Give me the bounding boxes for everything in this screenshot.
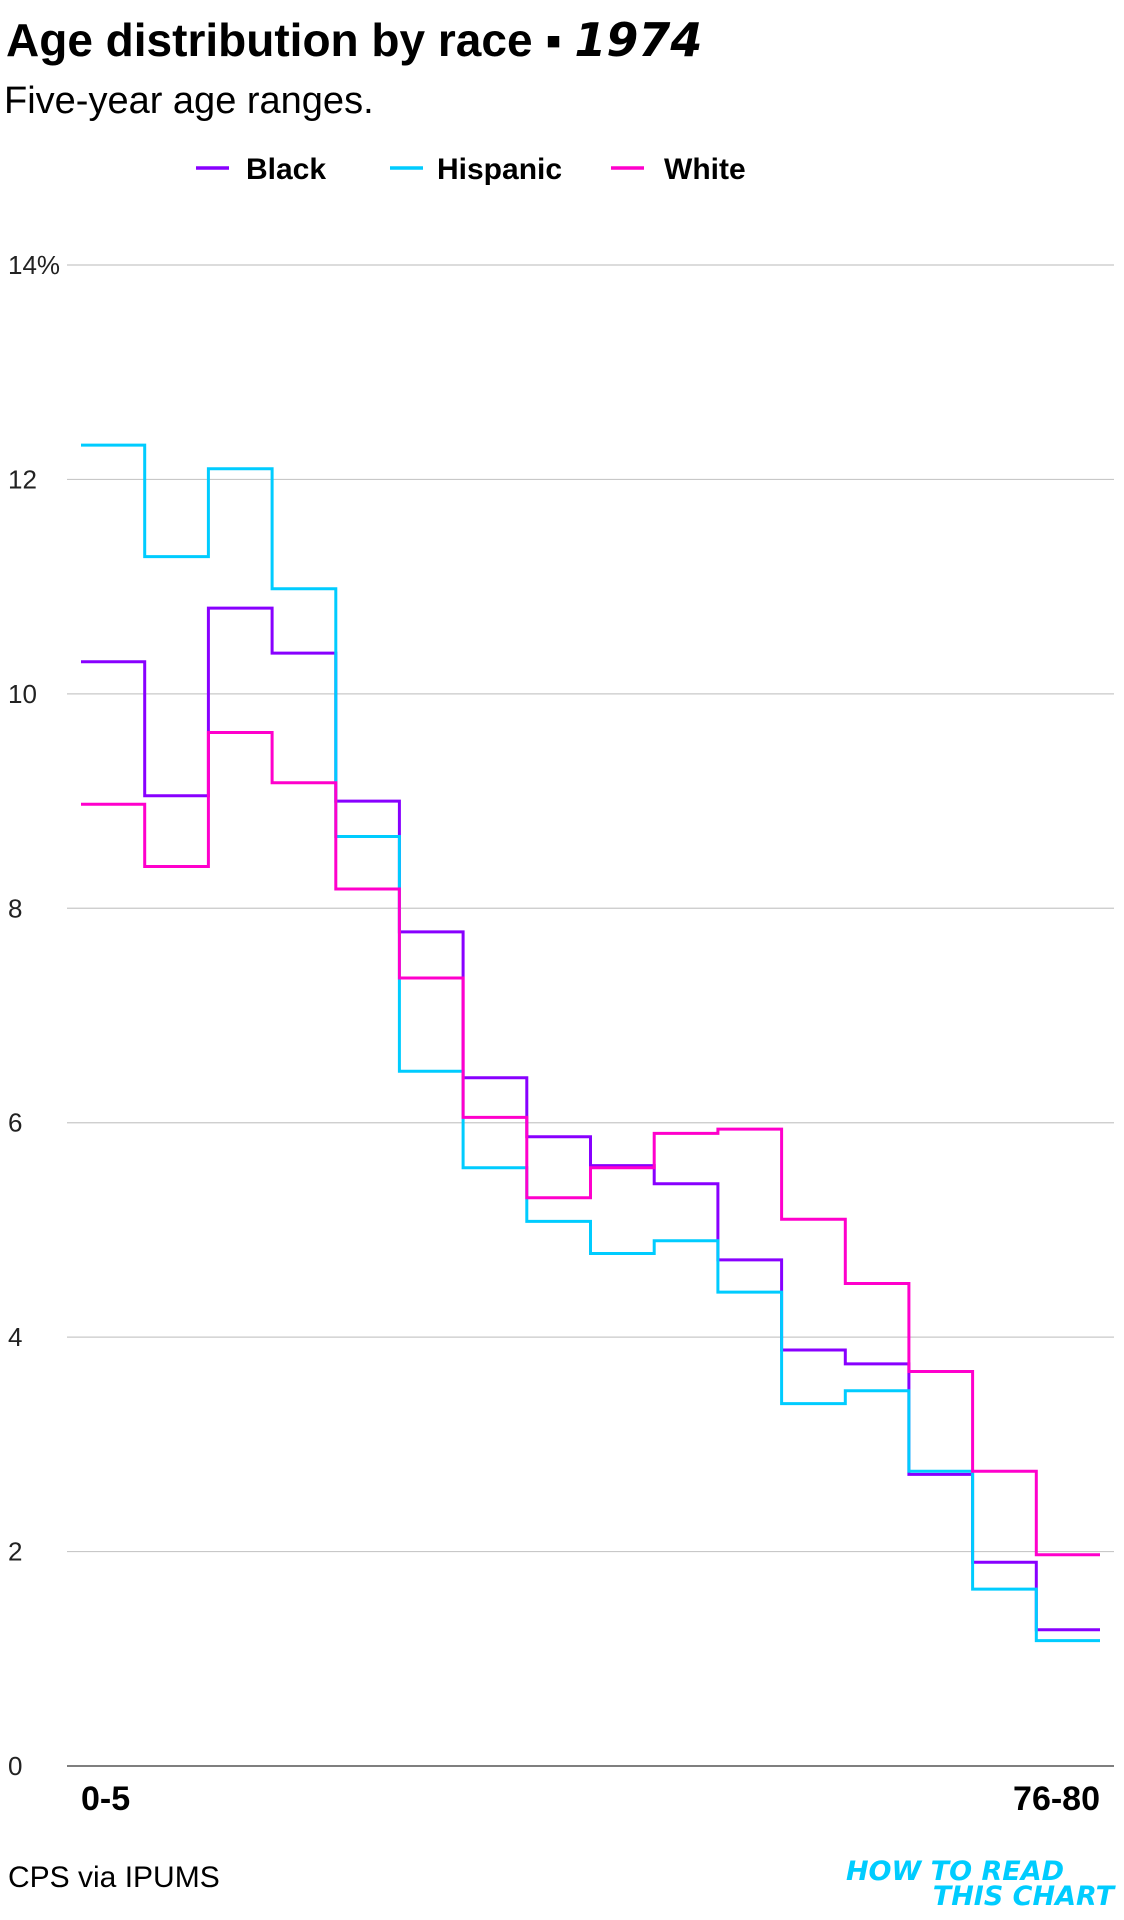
series-line-white	[81, 731, 1100, 1557]
legend-label: White	[664, 153, 746, 186]
x-tick-last: 76-80	[1013, 1780, 1100, 1818]
logo-line-1: HOW TO READ	[846, 1856, 1064, 1887]
gridlines	[67, 264, 1114, 1553]
series-lines	[81, 443, 1100, 1643]
legend-item-white: White	[611, 153, 746, 186]
chart-title: Age distribution by race ▪ 1974	[6, 13, 702, 67]
series-line-hispanic	[81, 443, 1100, 1643]
y-axis-ticks: 0 2 4 6 8 10 12 14%	[8, 250, 60, 1781]
legend-item-black: Black	[196, 153, 326, 186]
legend: Black Hispanic White	[196, 153, 746, 186]
how-to-read-this-chart-logo: HOW TO READ THIS CHART	[846, 1856, 1117, 1912]
legend-item-hispanic: Hispanic	[390, 153, 562, 186]
y-tick-label: 10	[8, 679, 37, 709]
y-tick-label: 0	[8, 1751, 22, 1781]
y-tick-label: 8	[8, 893, 22, 923]
logo-line-2: THIS CHART	[933, 1881, 1117, 1912]
series-line-black	[81, 606, 1100, 1632]
source-note: CPS via IPUMS	[8, 1861, 220, 1894]
y-tick-label: 6	[8, 1108, 22, 1138]
y-tick-label: 14%	[8, 250, 60, 280]
legend-label: Hispanic	[437, 153, 562, 186]
y-tick-label: 2	[8, 1537, 22, 1567]
legend-label: Black	[246, 153, 326, 186]
y-tick-label: 4	[8, 1322, 22, 1352]
chart-subtitle: Five-year age ranges.	[4, 80, 374, 122]
x-tick-first: 0-5	[81, 1780, 130, 1818]
y-tick-label: 12	[8, 464, 37, 494]
